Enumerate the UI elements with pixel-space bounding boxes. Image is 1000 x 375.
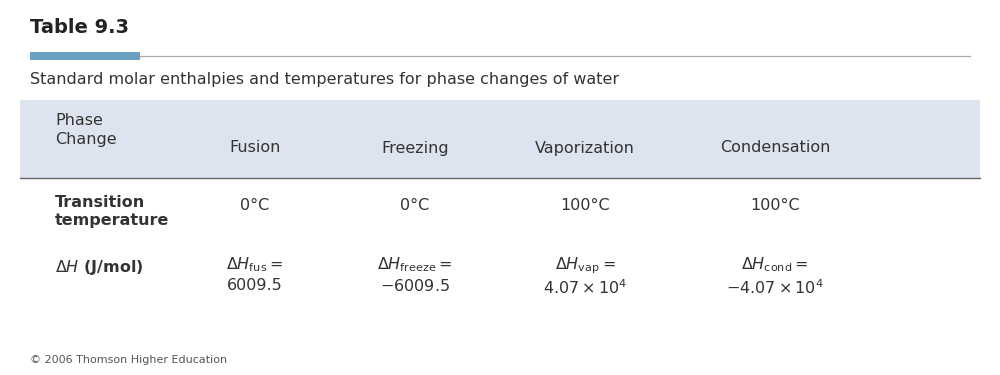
Text: $\Delta H_{\mathregular{cond}}=$: $\Delta H_{\mathregular{cond}}=$ — [741, 255, 809, 274]
Text: 0°C: 0°C — [400, 198, 430, 213]
Text: $\Delta H$ (J/mol): $\Delta H$ (J/mol) — [55, 258, 144, 277]
Text: 6009.5: 6009.5 — [227, 278, 283, 293]
Bar — [20, 100, 980, 178]
Text: 100°C: 100°C — [560, 198, 610, 213]
Text: $\Delta H_{\mathregular{fus}}=$: $\Delta H_{\mathregular{fus}}=$ — [226, 255, 284, 274]
Text: Standard molar enthalpies and temperatures for phase changes of water: Standard molar enthalpies and temperatur… — [30, 72, 619, 87]
Text: Phase: Phase — [55, 113, 103, 128]
Text: temperature: temperature — [55, 213, 169, 228]
Text: Condensation: Condensation — [720, 141, 830, 156]
Text: $4.07 \times 10^4$: $4.07 \times 10^4$ — [543, 278, 627, 297]
Text: Fusion: Fusion — [229, 141, 281, 156]
Text: Table 9.3: Table 9.3 — [30, 18, 129, 37]
Text: Vaporization: Vaporization — [535, 141, 635, 156]
Text: $\Delta H_{\mathregular{freeze}}=$: $\Delta H_{\mathregular{freeze}}=$ — [377, 255, 453, 274]
Bar — [30, 52, 140, 60]
Text: Transition: Transition — [55, 195, 145, 210]
Text: Freezing: Freezing — [381, 141, 449, 156]
Text: 0°C: 0°C — [240, 198, 270, 213]
Text: $-4.07 \times 10^4$: $-4.07 \times 10^4$ — [726, 278, 824, 297]
Text: $-$6009.5: $-$6009.5 — [380, 278, 450, 294]
Text: Change: Change — [55, 132, 117, 147]
Text: 100°C: 100°C — [750, 198, 800, 213]
Text: © 2006 Thomson Higher Education: © 2006 Thomson Higher Education — [30, 355, 227, 365]
Text: $\Delta H_{\mathregular{vap}}=$: $\Delta H_{\mathregular{vap}}=$ — [555, 255, 615, 276]
